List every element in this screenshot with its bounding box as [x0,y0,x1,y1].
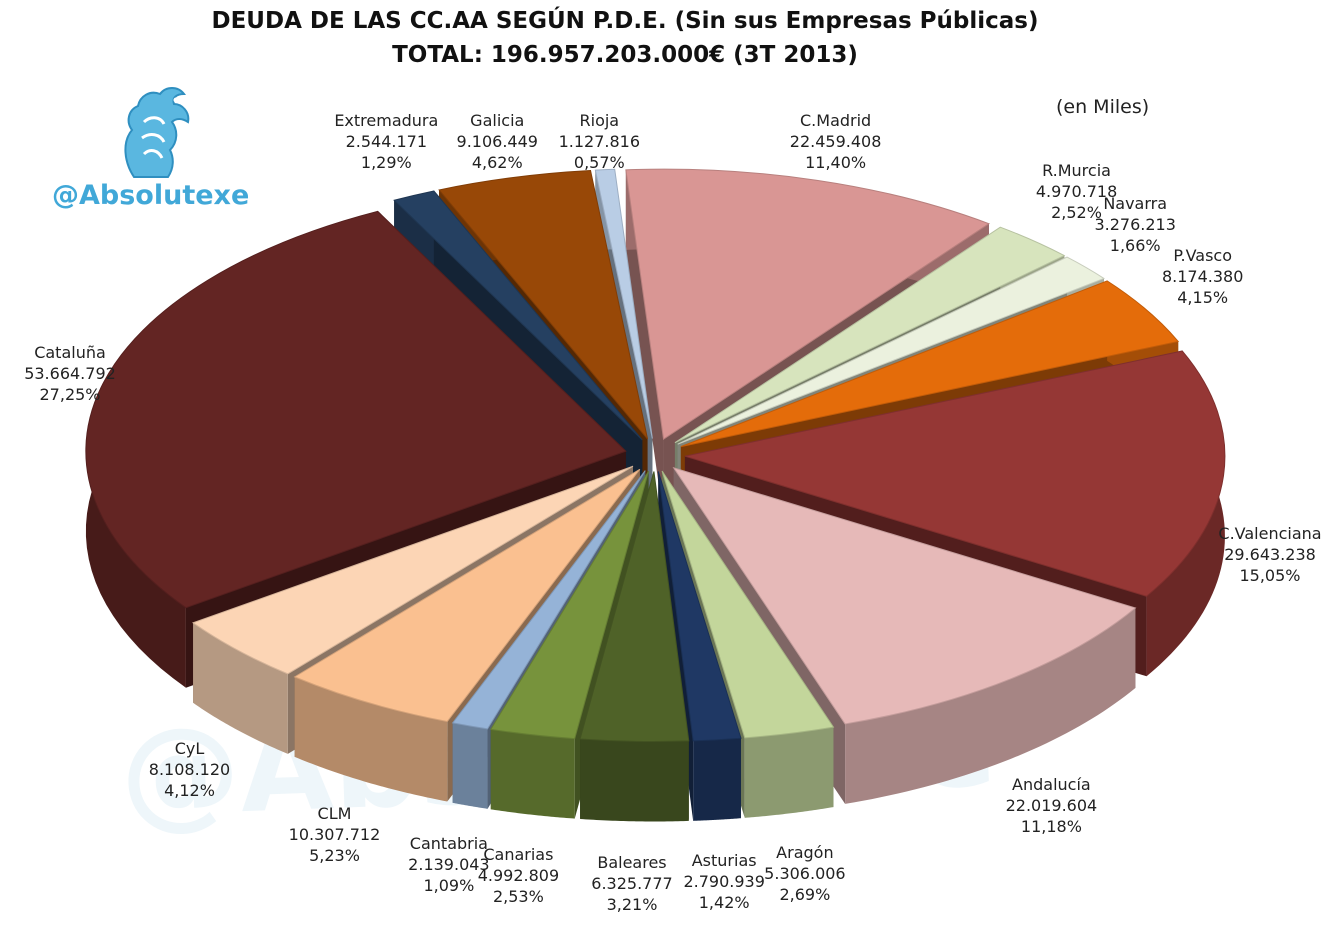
slice-value: 10.307.712 [288,825,381,845]
slice-label-c-valenciana: C.Valenciana 29.643.238 15,05% [1218,523,1321,586]
slice-name: Asturias [691,850,757,870]
unit-note: (en Miles) [1056,96,1150,118]
pie-slice-aragon [661,470,835,739]
brand-handle: @Absolutexe [52,180,250,211]
slice-percent: 15,05% [1239,565,1301,585]
slice-percent: 11,40% [805,153,867,172]
slice-percent: 27,25% [39,384,101,404]
slice-label-p-vasco: P.Vasco 8.174.380 4,15% [1162,245,1243,308]
slice-value: 53.664.792 [24,363,116,383]
slice-name: Navarra [1103,193,1168,213]
slice-name: Andalucía [1012,775,1091,795]
slice-name: C.Valenciana [1218,523,1322,543]
slice-name: Canarias [483,844,554,864]
pie-slice-galicia [438,170,649,440]
slice-name: Rioja [579,111,620,130]
slice-label-r-murcia: R.Murcia 4.970.718 2,52% [1036,160,1117,223]
slice-percent: 2,52% [1051,202,1102,222]
slice-name: Aragón [776,842,834,862]
pie-slice-clm [293,468,641,723]
slice-value: 29.643.238 [1224,544,1316,564]
slice-value: 8.108.120 [148,760,231,780]
pie-slice-navarra [677,256,1106,445]
slice-value: 5.306.006 [764,863,846,883]
slice-label-galicia: Galicia 9.106.449 4,62% [457,110,538,173]
slice-value: 4.970.718 [1035,181,1118,201]
slice-value: 9.106.449 [456,132,538,151]
pie-slice-cantabria [451,470,646,730]
slice-value: 8.174.380 [1161,267,1244,287]
slice-label-extremadura: Extremadura 2.544.171 1,29% [334,110,438,173]
slice-value: 22.459.408 [789,132,882,151]
chart-title: DEUDA DE LAS CC.AA SEGÚN P.D.E. (Sin sus… [211,8,1039,34]
slice-label-navarra: Navarra 3.276.213 1,66% [1094,193,1175,256]
slice-name: Cataluña [34,342,106,362]
slice-percent: 1,29% [360,153,412,172]
slice-percent: 1,66% [1109,235,1161,255]
slice-value: 1.127.816 [558,132,641,151]
slice-label-cantabria: Cantabria 2.139.043 1,09% [408,833,489,896]
chart-subtitle: TOTAL: 196.957.203.000€ (3T 2013) [392,42,858,68]
slice-name: P.Vasco [1173,246,1232,266]
slice-label-cataluna: Cataluña 53.664.792 27,25% [24,342,116,405]
slice-percent: 1,09% [423,875,475,895]
slice-percent: 0,57% [573,153,625,172]
slice-label-cyl: CyL 8.108.120 4,12% [149,738,230,801]
slice-value: 2.790.939 [683,871,765,891]
slice-value: 3.276.213 [1094,214,1176,234]
slice-percent: 2,69% [779,884,831,904]
slice-name: Baleares [597,852,667,872]
pie-slice-baleares [579,471,690,742]
slice-label-c-madrid: C.Madrid 22.459.408 11,40% [790,110,882,173]
slice-value: 6.325.777 [591,873,673,893]
slice-name: CLM [317,804,352,824]
pie-slice-extremadura [393,190,643,441]
slice-value: 2.139.043 [408,854,490,874]
pie-slice-p-vasco [680,280,1180,448]
slice-label-clm: CLM 10.307.712 5,23% [289,803,381,866]
slice-percent: 4,62% [471,153,523,172]
slice-name: R.Murcia [1042,160,1111,180]
pie-slice-cyl [192,465,634,675]
slice-value: 2.544.171 [345,132,428,151]
slice-percent: 3,21% [606,894,658,914]
slice-value: 22.019.604 [1005,796,1098,816]
pie-slice-rioja [594,168,653,439]
pie-slice-cataluna [85,210,627,609]
slice-name: Cantabria [409,833,488,853]
pie-slice-andalucia [672,467,1137,725]
pie-slice-c-valenciana [684,350,1226,597]
slice-label-andalucia: Andalucía 22.019.604 11,18% [1006,774,1098,837]
slice-percent: 1,42% [698,892,750,912]
pie-slice-c-madrid [625,168,990,441]
slice-percent: 11,18% [1020,817,1082,837]
slice-percent: 4,15% [1177,288,1229,308]
griffin-logo-icon [124,87,190,178]
slice-name: C.Madrid [800,111,872,130]
slice-label-asturias: Asturias 2.790.939 1,42% [683,850,764,913]
pie-slice-r-murcia [674,226,1066,444]
slice-label-baleares: Baleares 6.325.777 3,21% [591,852,672,915]
slice-name: Galicia [470,111,525,130]
slice-percent: 4,12% [164,781,215,801]
pie-slice-canarias [489,470,650,740]
slice-percent: 2,53% [492,886,544,906]
slice-label-canarias: Canarias 4.992.809 2,53% [478,844,559,907]
slice-label-rioja: Rioja 1.127.816 0,57% [559,110,640,173]
slice-value: 4.992.809 [477,865,560,885]
pie-slice-asturias [657,471,742,742]
slice-name: Extremadura [334,111,439,130]
slice-name: CyL [174,739,205,759]
slice-percent: 5,23% [309,846,360,866]
slice-label-aragon: Aragón 5.306.006 2,69% [764,842,845,905]
